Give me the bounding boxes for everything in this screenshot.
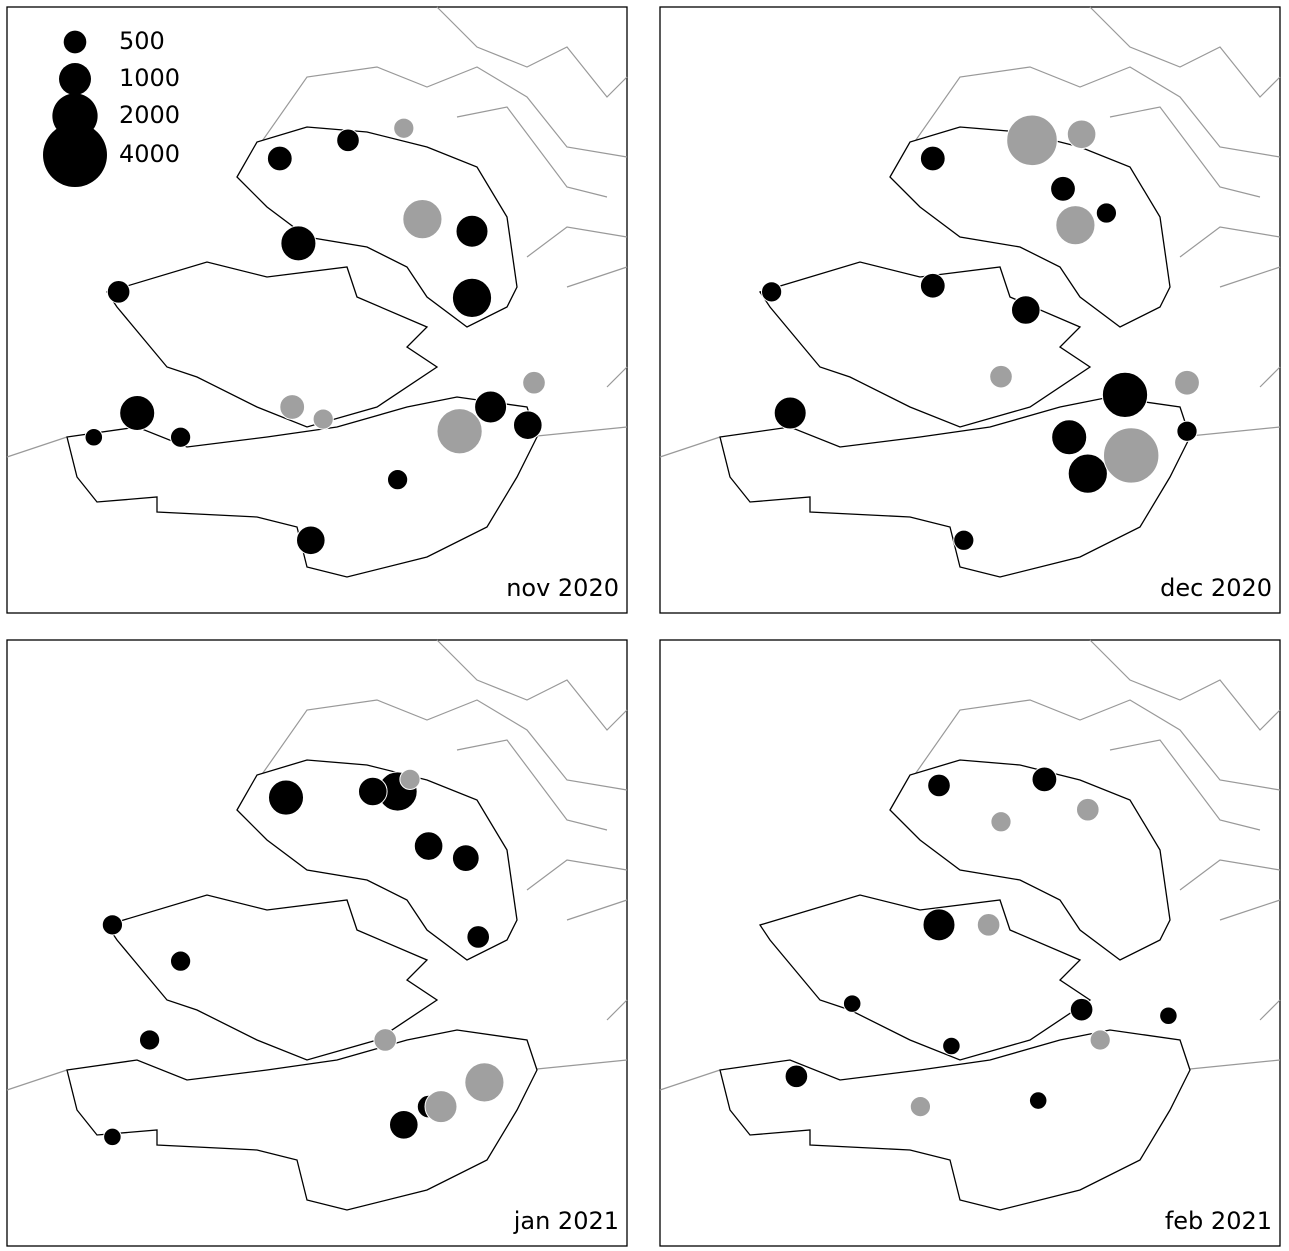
bubble — [953, 529, 975, 551]
bubble — [106, 280, 131, 304]
bubble — [1055, 205, 1096, 246]
bubble — [424, 1090, 458, 1124]
legend-symbol — [63, 30, 87, 54]
bubble — [1075, 797, 1100, 822]
bubble — [989, 364, 1013, 389]
bubble — [1176, 420, 1198, 442]
map-panel: jan 2021 — [6, 639, 628, 1247]
bubble — [919, 272, 946, 299]
bubble — [466, 925, 491, 949]
bubble — [436, 408, 483, 455]
bubble — [1010, 295, 1041, 325]
bubble — [280, 225, 317, 262]
bubble — [1174, 369, 1200, 396]
bubble — [119, 394, 156, 432]
legend-label: 2000 — [119, 101, 180, 129]
bubble — [976, 913, 1001, 937]
bubble — [388, 1109, 419, 1140]
map-panel: dec 2020 — [659, 6, 1281, 614]
bubble — [784, 1064, 809, 1089]
bubble — [451, 844, 480, 873]
panel-title: jan 2021 — [513, 1207, 619, 1235]
bubble — [1028, 1091, 1048, 1110]
bubble — [386, 469, 409, 491]
bubble — [1006, 114, 1058, 167]
bubble — [169, 426, 192, 448]
bubble — [451, 277, 493, 318]
bubble — [990, 811, 1012, 833]
bubble — [1159, 1006, 1178, 1025]
bubble — [919, 145, 946, 172]
legend-label: 500 — [119, 27, 165, 55]
bubble — [773, 396, 807, 430]
bubble — [909, 1096, 932, 1118]
bubble — [842, 994, 862, 1013]
bubble — [464, 1062, 505, 1103]
bubble — [138, 1029, 161, 1051]
panel-title: feb 2021 — [1165, 1207, 1272, 1235]
bubble — [357, 776, 388, 807]
bubble — [1051, 419, 1088, 456]
bubble — [512, 410, 543, 440]
bubble — [1102, 427, 1160, 484]
bubble — [455, 214, 489, 248]
bubble — [312, 408, 334, 430]
bubble — [1069, 997, 1094, 1022]
bubble — [922, 908, 956, 942]
bubble — [399, 768, 421, 790]
bubble — [1050, 175, 1076, 202]
legend-label: 4000 — [119, 140, 180, 168]
bubble — [1095, 202, 1118, 224]
bubble — [474, 390, 508, 424]
bubble — [266, 145, 293, 172]
bubble — [279, 394, 306, 420]
bubble — [1066, 119, 1097, 150]
bubble — [1089, 1029, 1111, 1051]
bubble — [373, 1028, 398, 1052]
bubble — [393, 117, 415, 139]
bubble — [101, 914, 124, 936]
bubble — [927, 773, 951, 798]
bubble — [267, 779, 305, 816]
bubble — [1031, 766, 1058, 793]
bubble — [522, 370, 546, 395]
bubble — [413, 831, 444, 861]
legend-label: 1000 — [119, 64, 180, 92]
bubble — [402, 199, 443, 240]
legend-symbol — [59, 63, 91, 95]
map-panel: nov 2020 500 1000 2000 4000 — [6, 6, 628, 614]
bubble — [103, 1127, 122, 1147]
panel-title: nov 2020 — [506, 574, 619, 602]
bubble — [1101, 371, 1149, 418]
panel-title: dec 2020 — [1160, 574, 1272, 602]
bubble — [169, 950, 192, 972]
map-panel: feb 2021 — [659, 639, 1281, 1247]
bubble — [295, 525, 326, 556]
bubble — [760, 281, 783, 303]
legend-symbol — [43, 123, 107, 187]
bubble — [336, 128, 360, 153]
bubble — [942, 1036, 961, 1056]
bubble — [1067, 453, 1108, 494]
bubble — [84, 427, 104, 447]
